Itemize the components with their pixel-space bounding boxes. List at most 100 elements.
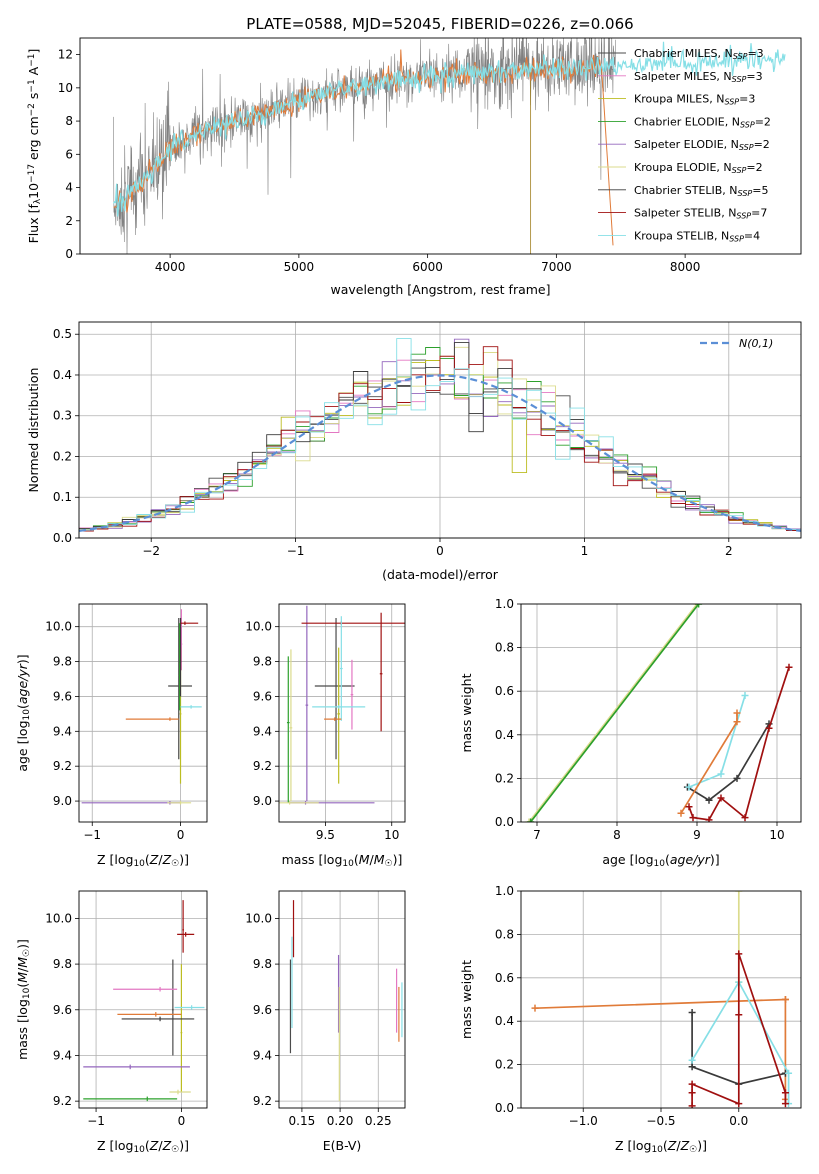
x-tick-label: −1 [87, 1114, 105, 1128]
massweight-vs-age-panel: 7 8 9 10 0.0 0.2 0.4 0.6 0.8 1.0 age [log10(age/yr… [459, 597, 802, 869]
y-tick-label: 0.4 [495, 1014, 514, 1028]
y-axis-label: age [log10(age/yr)] [15, 654, 32, 771]
massweight-marker [785, 1069, 793, 1077]
massweight-marker [688, 1056, 696, 1064]
massweight-line [688, 695, 746, 788]
y-tick-label: 0.2 [495, 771, 514, 785]
plot-area [289, 900, 403, 1102]
massweight-marker [781, 1100, 789, 1108]
x-tick-label: 6000 [412, 260, 443, 274]
legend-entry: Salpeter STELIB, NSSP=7 [634, 207, 767, 221]
plot-area [79, 338, 801, 534]
massweight-marker [735, 1011, 743, 1019]
y-tick-label: 0.5 [53, 327, 72, 341]
massweight-marker [735, 950, 743, 958]
legend-entry: Chabrier STELIB, NSSP=5 [634, 184, 768, 198]
legend-entry: N(0,1) [739, 337, 773, 350]
massweight-marker [685, 803, 693, 811]
y-tick-label: 1.0 [495, 884, 514, 898]
massweight-marker [735, 891, 743, 895]
x-tick-label: −2 [142, 544, 160, 558]
y-axis-label: Flux [fλ10−17 erg cm−2 s−1 A−1] [26, 49, 43, 244]
y-tick-label: 0.8 [495, 927, 514, 941]
massweight-marker [717, 770, 725, 778]
y-axis-label: mass weight [459, 960, 474, 1039]
x-tick-label: 8 [613, 828, 621, 842]
massweight-marker [677, 809, 685, 817]
x-tick-label: 0 [436, 544, 444, 558]
x-axis-label: Z [log10(Z/Z☉)] [97, 852, 189, 869]
massweight-marker [733, 718, 741, 726]
y-tick-label: 0.2 [53, 449, 72, 463]
spectrum-panel: 4000 5000 6000 7000 8000 0 2 4 6 8 10 12 wavelength … [26, 37, 802, 297]
legend-entry: Salpeter ELODIE, NSSP=2 [634, 138, 770, 152]
y-tick-label: 0.2 [495, 1058, 514, 1072]
x-tick-label: 0.25 [365, 1114, 392, 1128]
massweight-marker [688, 1009, 696, 1017]
y-tick-label: 9.0 [53, 794, 72, 808]
mass-vs-ebv-panel: 0.15 0.20 0.25 9.2 9.4 9.6 9.8 10.0 E(B-V) [245, 890, 406, 1153]
x-tick-label: 5000 [284, 260, 315, 274]
plot-area [81, 609, 202, 805]
plot-area [112, 38, 786, 254]
x-tick-label: 4000 [155, 260, 186, 274]
x-axis-label: Z [log10(Z/Z☉)] [97, 1138, 189, 1155]
x-tick-label: 0.0 [729, 1114, 748, 1128]
y-tick-label: 9.8 [253, 655, 272, 669]
y-tick-label: 9.6 [53, 1003, 72, 1017]
massweight-marker [765, 724, 773, 732]
mass-vs-metallicity-panel: −1 0 9.2 9.4 9.6 9.8 10.0 Z [log10(Z/Z☉)] mass [… [15, 890, 208, 1155]
y-tick-label: 10.0 [245, 911, 272, 925]
x-tick-label: 10 [384, 828, 399, 842]
y-tick-label: 0.6 [495, 684, 514, 698]
y-tick-label: 9.8 [53, 957, 72, 971]
legend-entry: Salpeter MILES, NSSP=3 [634, 70, 763, 84]
massweight-line [534, 998, 787, 1100]
y-tick-label: 9.8 [253, 957, 272, 971]
y-tick-label: 0 [65, 247, 73, 261]
legend-entry: Kroupa STELIB, NSSP=4 [634, 229, 760, 243]
x-tick-label: −1 [287, 544, 305, 558]
y-tick-label: 6 [65, 147, 73, 161]
massweight-line [691, 953, 787, 1106]
legend-entry: Chabrier ELODIE, NSSP=2 [634, 115, 771, 129]
y-tick-label: 0.0 [53, 531, 72, 545]
massweight-marker [527, 818, 535, 822]
x-tick-label: 0 [177, 828, 185, 842]
massweight-marker [733, 774, 741, 782]
age-vs-mass-panel: 9.5 10 9.0 9.2 9.4 9.6 9.8 10.0 mass [log10(M/M☉… [245, 603, 406, 869]
y-tick-label: 1.0 [495, 597, 514, 611]
model-line-orange [113, 49, 614, 246]
y-tick-label: 10.0 [245, 620, 272, 634]
x-tick-label: −1 [83, 828, 101, 842]
y-tick-label: 0.8 [495, 641, 514, 655]
plot-area [525, 604, 793, 822]
axes-frame [278, 890, 406, 1109]
massweight-marker [705, 816, 713, 822]
y-tick-label: 9.6 [253, 1003, 272, 1017]
x-tick-label: 8000 [670, 260, 701, 274]
y-tick-label: 10.0 [45, 911, 72, 925]
y-tick-label: 9.4 [253, 724, 272, 738]
x-tick-label: 0.20 [327, 1114, 354, 1128]
massweight-line [529, 604, 700, 822]
gaussian-curve [79, 374, 801, 532]
plot-area [279, 605, 405, 805]
model-line-kroupa-stelib [112, 41, 786, 217]
x-tick-label: −0.5 [646, 1114, 675, 1128]
massweight-marker [688, 1102, 696, 1108]
axes-frame [78, 603, 208, 823]
y-tick-label: 9.4 [253, 1048, 272, 1062]
y-tick-label: 0.3 [53, 409, 72, 423]
massweight-marker [741, 692, 749, 700]
legend-entry: Kroupa MILES, NSSP=3 [634, 93, 755, 107]
y-tick-label: 0.4 [495, 728, 514, 742]
massweight-line [528, 604, 698, 822]
x-tick-label: 7 [533, 828, 541, 842]
axes-frame [78, 890, 208, 1109]
y-axis-label: Normed distribution [26, 368, 41, 493]
y-tick-label: 0.6 [495, 971, 514, 985]
axes-frame [520, 890, 802, 1109]
y-tick-label: 2 [65, 214, 73, 228]
